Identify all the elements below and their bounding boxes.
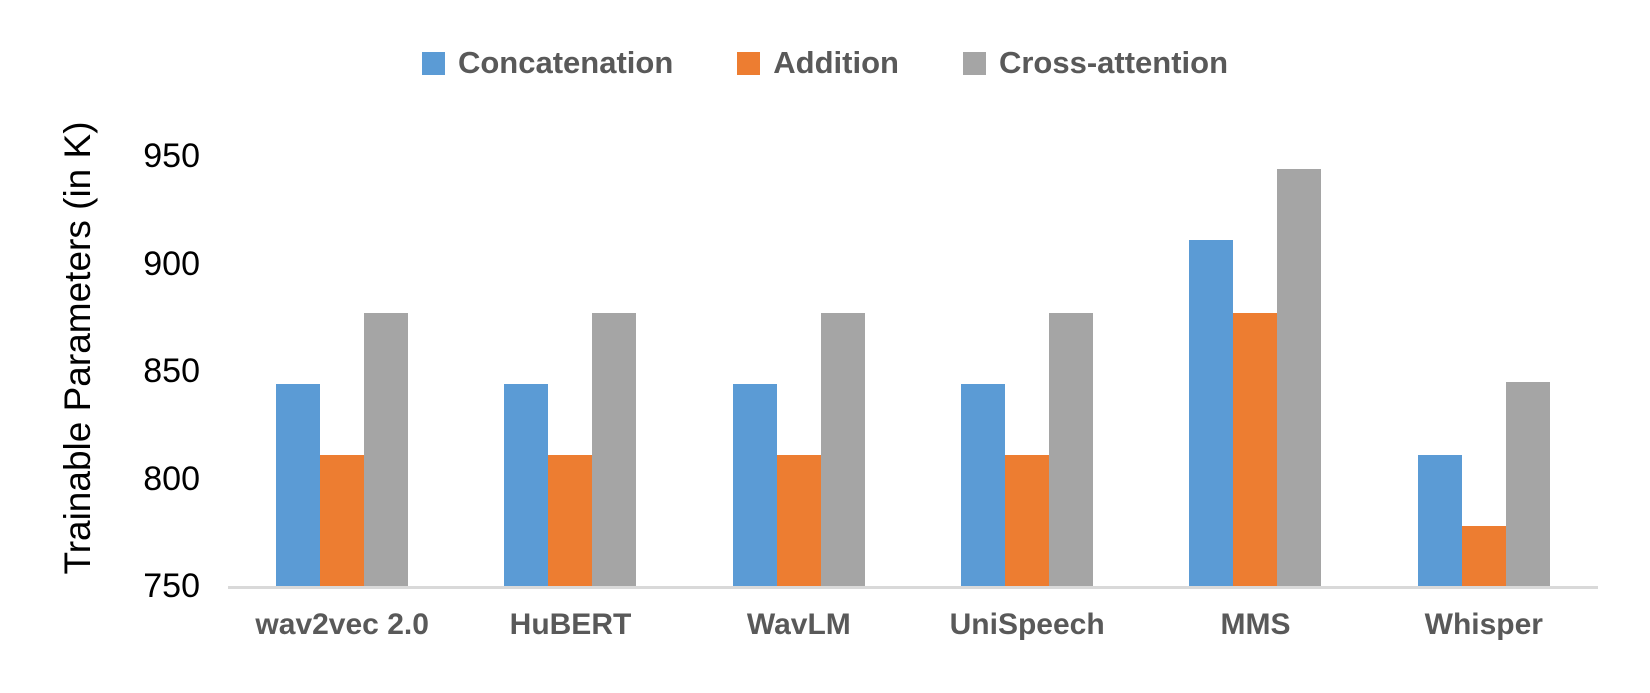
- bar-concatenation-mms: [1189, 239, 1234, 586]
- bar-group-unispeech: [913, 120, 1141, 586]
- bar-addition-wavlm: [776, 454, 821, 586]
- bar-cross-attention-hubert: [592, 312, 637, 586]
- y-tick-label: 750: [143, 567, 200, 605]
- legend-label: Addition: [773, 45, 899, 80]
- bar-concatenation-wav2vec-2-0: [276, 383, 321, 586]
- bar-group-mms: [1141, 120, 1369, 586]
- bar-group-wavlm: [685, 120, 913, 586]
- legend-label: Cross-attention: [998, 45, 1229, 80]
- bar-addition-unispeech: [1005, 454, 1050, 586]
- bar-concatenation-whisper: [1417, 454, 1462, 586]
- bar-concatenation-unispeech: [961, 383, 1006, 586]
- bar-cross-attention-unispeech: [1049, 312, 1094, 586]
- bar-group-wav2vec-2-0: [228, 120, 456, 586]
- x-category-label: wav2vec 2.0: [255, 608, 429, 641]
- bar-concatenation-wavlm: [732, 383, 777, 586]
- y-tick-label: 900: [143, 244, 200, 283]
- legend-swatch-icon: [962, 51, 986, 75]
- y-tick-label: 950: [143, 137, 200, 175]
- plot-area: [228, 120, 1598, 589]
- bar-concatenation-hubert: [504, 383, 549, 586]
- bar-group-whisper: [1370, 120, 1598, 586]
- bar-addition-wav2vec-2-0: [320, 454, 365, 586]
- legend: Concatenation Addition Cross-attention: [0, 38, 1650, 88]
- bar-cross-attention-wav2vec-2-0: [364, 312, 409, 586]
- legend-item-addition: Addition: [737, 45, 899, 81]
- x-category-label: Whisper: [1424, 608, 1543, 641]
- bar-addition-mms: [1233, 312, 1278, 586]
- legend-swatch-icon: [421, 51, 445, 75]
- bar-addition-whisper: [1461, 525, 1506, 586]
- legend-swatch-icon: [737, 51, 761, 75]
- bar-cross-attention-wavlm: [820, 312, 865, 586]
- x-axis-category-labels: wav2vec 2.0 HuBERT WavLM UniSpeech MMS Whispe…: [228, 608, 1598, 642]
- legend-item-cross-attention: Cross-attention: [962, 45, 1229, 81]
- x-category-label: WavLM: [746, 608, 851, 641]
- bar-cross-attention-whisper: [1505, 381, 1550, 586]
- y-tick-label: 850: [143, 352, 200, 390]
- x-category-label: MMS: [1220, 608, 1291, 641]
- bar-group-hubert: [456, 120, 684, 586]
- legend-label: Concatenation: [457, 45, 674, 80]
- x-category-label: HuBERT: [509, 608, 632, 641]
- y-axis-title: Trainable Parameters (in K): [57, 121, 98, 575]
- y-tick-label: 800: [143, 459, 200, 498]
- bar-addition-hubert: [548, 454, 593, 586]
- bar-cross-attention-mms: [1277, 168, 1322, 586]
- x-category-label: UniSpeech: [949, 608, 1105, 641]
- legend-item-concatenation: Concatenation: [421, 45, 674, 81]
